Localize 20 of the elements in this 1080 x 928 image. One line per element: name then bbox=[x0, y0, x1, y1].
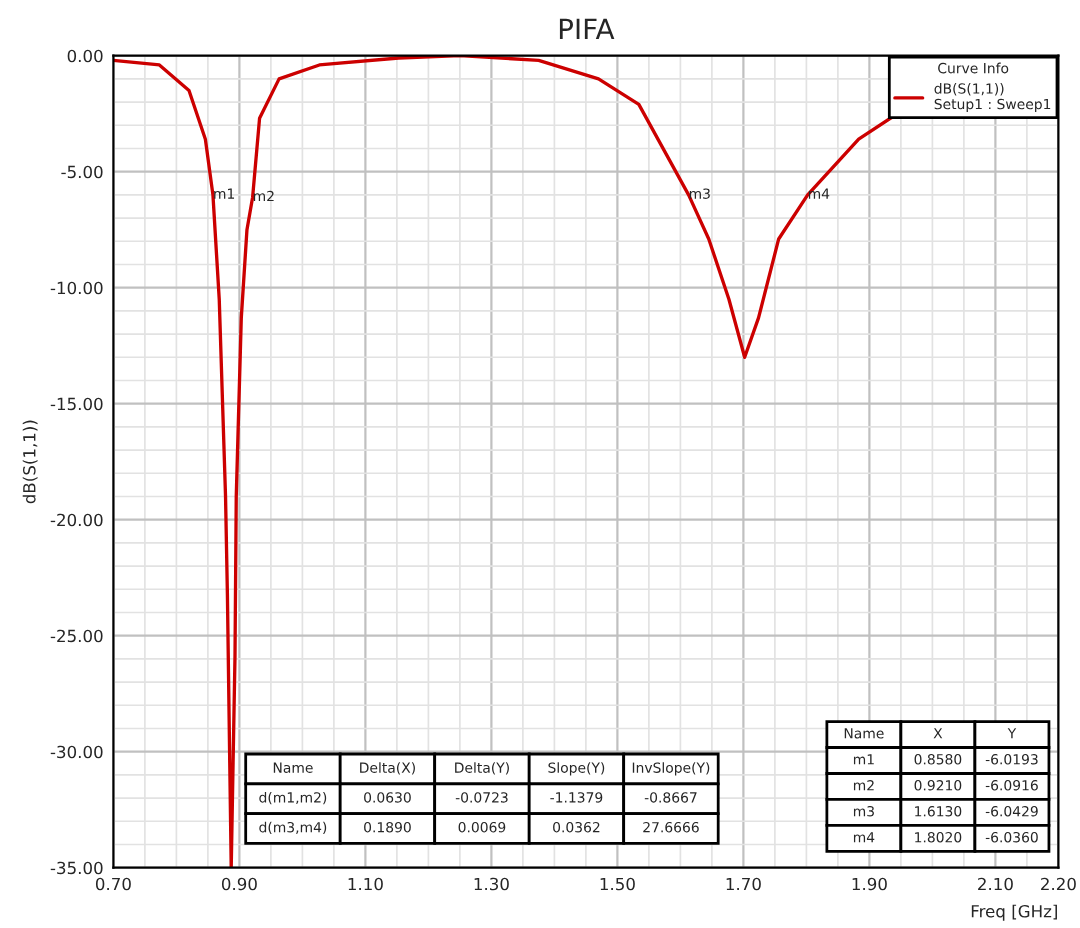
x-tick-label: 1.10 bbox=[348, 877, 383, 891]
y-tick-label: 0.00 bbox=[67, 49, 103, 63]
y-tick-label: -5.00 bbox=[61, 165, 103, 179]
x-tick-label: 2.20 bbox=[1041, 877, 1076, 891]
x-tick-label: 2.10 bbox=[978, 877, 1013, 891]
x-tick-label: 1.90 bbox=[852, 877, 887, 891]
y-tick-label: -30.00 bbox=[50, 745, 103, 759]
y-tick-label: -35.00 bbox=[50, 861, 103, 875]
y-axis-title: dB(S(1,1)) bbox=[22, 420, 38, 504]
x-tick-label: 1.70 bbox=[726, 877, 761, 891]
y-tick-label: -20.00 bbox=[50, 513, 103, 527]
y-tick-label: -15.00 bbox=[50, 397, 103, 411]
y-tick-label: -25.00 bbox=[50, 629, 103, 643]
x-tick-label: 1.30 bbox=[474, 877, 509, 891]
y-tick-label: -10.00 bbox=[50, 281, 103, 295]
x-axis-title: Freq [GHz] bbox=[971, 904, 1057, 921]
x-tick-label: 0.90 bbox=[221, 877, 257, 891]
chart-title: PIFA bbox=[559, 18, 615, 40]
x-tick-label: 0.70 bbox=[95, 877, 131, 891]
x-tick-label: 1.50 bbox=[600, 877, 635, 891]
